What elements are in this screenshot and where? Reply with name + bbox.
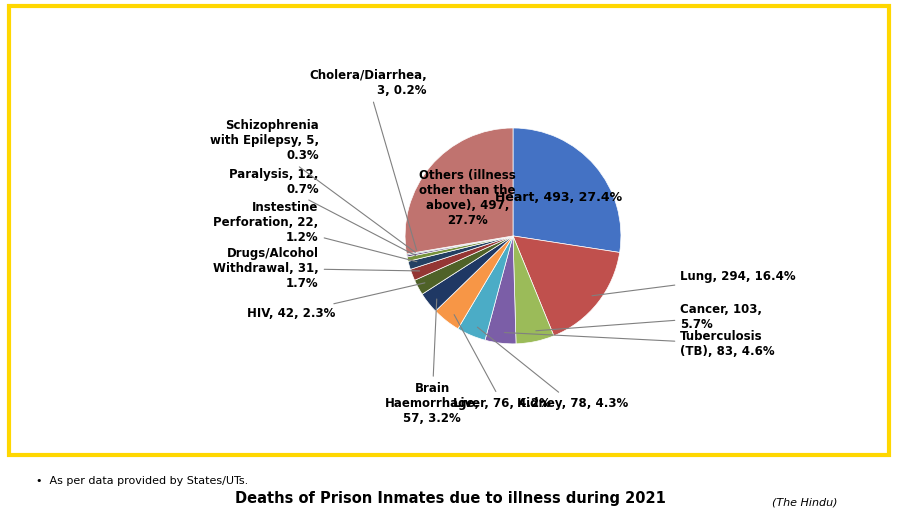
- Text: Lung, 294, 16.4%: Lung, 294, 16.4%: [592, 270, 796, 296]
- Wedge shape: [513, 128, 621, 252]
- Wedge shape: [513, 236, 554, 344]
- Text: Kidney, 78, 4.3%: Kidney, 78, 4.3%: [477, 327, 628, 410]
- Text: Heart, 493, 27.4%: Heart, 493, 27.4%: [494, 191, 622, 204]
- Text: Cholera/Diarrhea,
3, 0.2%: Cholera/Diarrhea, 3, 0.2%: [309, 69, 427, 250]
- Text: (The Hindu): (The Hindu): [771, 498, 837, 508]
- Text: Others (illness
other than the
above), 497,
27.7%: Others (illness other than the above), 4…: [419, 169, 516, 227]
- Text: Tuberculosis
(TB), 83, 4.6%: Tuberculosis (TB), 83, 4.6%: [504, 330, 775, 358]
- Wedge shape: [415, 236, 513, 294]
- Text: HIV, 42, 2.3%: HIV, 42, 2.3%: [247, 283, 425, 320]
- Wedge shape: [405, 128, 513, 254]
- Text: Instestine
Perforation, 22,
1.2%: Instestine Perforation, 22, 1.2%: [213, 201, 417, 262]
- Text: Cancer, 103,
5.7%: Cancer, 103, 5.7%: [536, 303, 762, 331]
- Wedge shape: [458, 236, 513, 340]
- Text: Schizophrenia
with Epilepsy, 5,
0.3%: Schizophrenia with Epilepsy, 5, 0.3%: [210, 119, 415, 252]
- Text: Liver, 76, 4.2%: Liver, 76, 4.2%: [454, 315, 551, 410]
- Wedge shape: [485, 236, 516, 344]
- Wedge shape: [408, 236, 513, 269]
- Wedge shape: [422, 236, 513, 311]
- Text: Brain
Haemorrhage,
57, 3.2%: Brain Haemorrhage, 57, 3.2%: [384, 299, 480, 425]
- Wedge shape: [407, 236, 513, 257]
- Wedge shape: [436, 236, 513, 329]
- Text: •  As per data provided by States/UTs.: • As per data provided by States/UTs.: [36, 475, 248, 486]
- Wedge shape: [407, 236, 513, 255]
- Wedge shape: [513, 236, 620, 336]
- Text: Drugs/Alcohol
Withdrawal, 31,
1.7%: Drugs/Alcohol Withdrawal, 31, 1.7%: [213, 247, 419, 290]
- Wedge shape: [407, 236, 513, 261]
- Wedge shape: [410, 236, 513, 280]
- Text: Deaths of Prison Inmates due to illness during 2021: Deaths of Prison Inmates due to illness …: [235, 491, 665, 506]
- Text: Paralysis, 12,
0.7%: Paralysis, 12, 0.7%: [230, 168, 416, 255]
